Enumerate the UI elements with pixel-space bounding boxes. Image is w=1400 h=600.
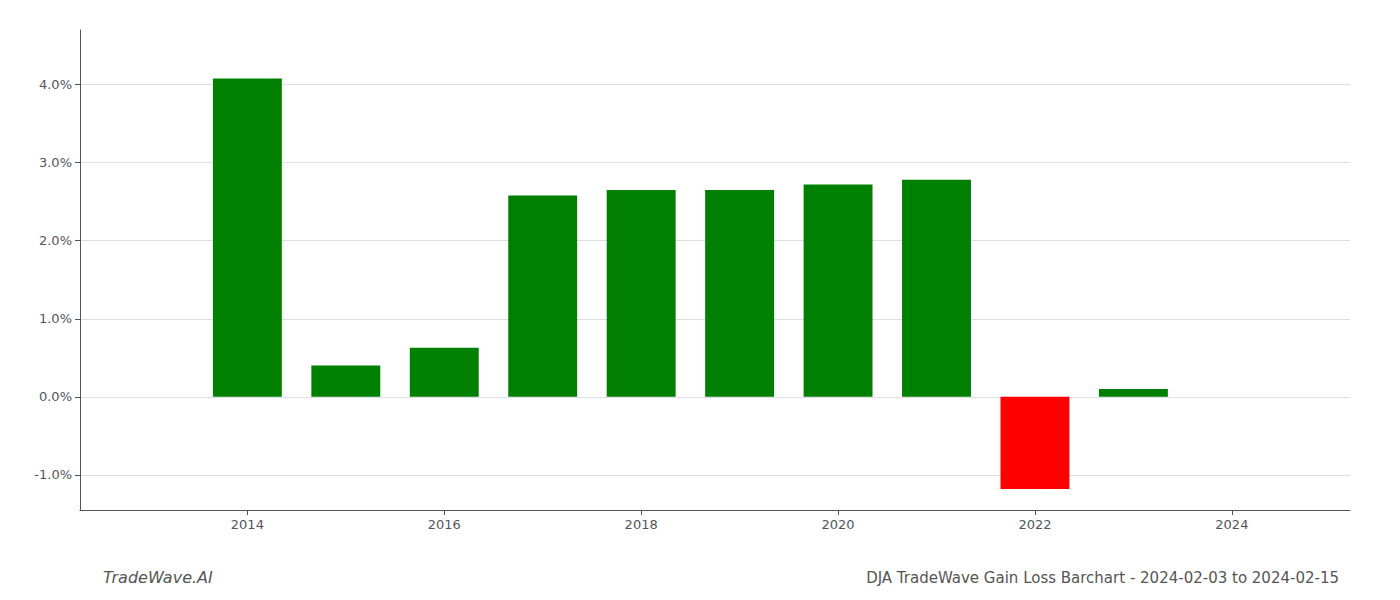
svg-text:2024: 2024 (1215, 517, 1248, 532)
svg-text:2016: 2016 (428, 517, 461, 532)
svg-text:TradeWave.AI: TradeWave.AI (103, 568, 213, 587)
svg-text:3.0%: 3.0% (39, 155, 72, 170)
svg-text:1.0%: 1.0% (39, 311, 72, 326)
svg-text:DJA TradeWave Gain Loss Barcha: DJA TradeWave Gain Loss Barchart - 2024-… (866, 569, 1339, 587)
svg-text:2.0%: 2.0% (39, 233, 72, 248)
svg-text:2018: 2018 (625, 517, 658, 532)
svg-text:2020: 2020 (822, 517, 855, 532)
svg-text:2022: 2022 (1018, 517, 1051, 532)
svg-text:4.0%: 4.0% (39, 77, 72, 92)
svg-text:-1.0%: -1.0% (34, 467, 72, 482)
svg-text:2014: 2014 (231, 517, 264, 532)
svg-text:0.0%: 0.0% (39, 389, 72, 404)
